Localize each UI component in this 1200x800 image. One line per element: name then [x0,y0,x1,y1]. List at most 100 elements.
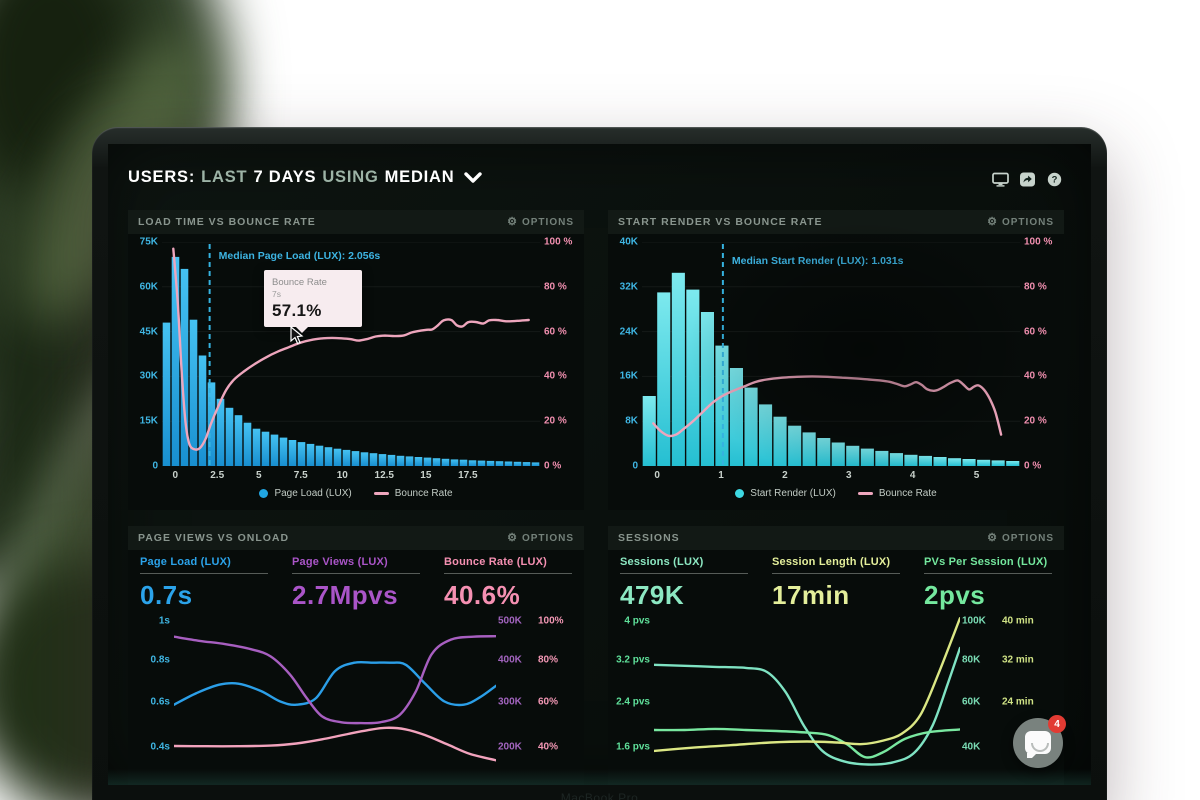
tick-label: 1.6 pvs [616,741,650,753]
options-button[interactable]: ⚙ OPTIONS [987,215,1054,228]
panel-title: LOAD TIME VS BOUNCE RATE [138,216,316,228]
svg-text:?: ? [1052,175,1058,186]
tick-label: 1 [718,470,724,481]
panel-title: START RENDER VS BOUNCE RATE [618,216,823,228]
title-last: LAST [201,168,248,186]
legend-page-load[interactable]: Page Load (LUX) [259,488,352,499]
tick-label: 300K 60% [498,696,559,708]
tick-label: 500K 100% [498,615,564,627]
laptop-brand-label: MacBook Pro [560,791,639,800]
panel-title: SESSIONS [618,532,680,544]
display-icon[interactable] [992,172,1009,187]
metric-period-dropdown[interactable]: USERS: LAST 7 DAYS USING MEDIAN [128,168,483,187]
median-annotation: Median Start Render (LUX): 1.031s [731,255,904,267]
stat-bounce-rate: Bounce Rate (LUX) 40.6% [444,556,596,611]
start-render-chart [642,242,1020,466]
tick-label: 0 % [1024,460,1042,472]
y-axis-right: 500K 100% 400K 80% 300K 60% 200K 40% [498,614,580,784]
options-button[interactable]: ⚙ OPTIONS [987,531,1054,544]
stat-value: 0.7s [140,580,193,610]
tick-label: 60K 24 min [962,696,1034,708]
stat-label: Session Length (LUX) [772,556,891,568]
tick-label: 24K [619,326,638,338]
tick-label: 3 [845,470,852,481]
legend-bounce-rate[interactable]: Bounce Rate [373,488,453,499]
tick-label: 5 [973,470,980,481]
tick-label: 40 % [544,370,567,382]
tick-label: 1s [158,615,170,627]
chat-widget-button[interactable]: 4 [1013,715,1066,768]
tick-label: 2 [782,470,788,481]
mouse-cursor [290,326,304,345]
y-axis-left: 1s 0.8s 0.6s 0.4s [128,614,170,784]
tick-label: 40K [962,741,981,753]
y-axis-left: 40K 32K 24K 16K 8K 0 [610,237,638,472]
gear-icon: ⚙ [987,215,998,228]
tooltip: Bounce Rate 7s 57.1% [264,270,362,333]
tooltip-series: Bounce Rate [272,277,327,288]
y-axis-right: 100 % 80 % 60 % 40 % 20 % 0 % [542,237,582,472]
chevron-down-icon [464,172,483,183]
tick-label: 75K [139,236,158,248]
share-icon[interactable] [1019,172,1036,187]
legend-line [857,492,873,495]
tick-label: 40 % [1024,370,1047,382]
title-7days: 7 DAYS [253,168,317,186]
tick-label: 7.5 [293,470,308,481]
tick-label: 2.4 pvs [616,696,650,708]
stat-sessions: Sessions (LUX) 479K [620,556,772,611]
tick-label: 0 [172,470,178,481]
stat-session-length: Session Length (LUX) 17min [772,556,924,611]
plot-area: Median Start Render (LUX): 1.031s [642,242,1020,466]
options-button[interactable]: ⚙ OPTIONS [507,215,574,228]
load-time-chart [162,242,540,466]
chat-bubble-icon [1025,731,1051,758]
stat-label: Bounce Rate (LUX) [444,556,548,568]
y-axis-left: 4 pvs 3.2 pvs 2.4 pvs 1.6 pvs [608,614,650,784]
stat-page-load: Page Load (LUX) 0.7s [140,556,292,611]
sessions-chart [654,617,960,766]
help-icon[interactable]: ? [1046,172,1063,187]
tick-label: 20 % [1024,415,1047,427]
panel-start-render-vs-bounce-rate: START RENDER VS BOUNCE RATE ⚙ OPTIONS 40K… [608,210,1064,510]
smile-icon [1031,743,1049,752]
legend-dot [259,489,269,498]
legend-bounce-rate[interactable]: Bounce Rate [857,488,937,499]
tick-label: 15K [139,415,158,427]
tick-label: 4 [909,470,916,481]
tick-label: 0.4s [150,741,170,753]
stat-underline [924,573,1052,574]
tick-label: 30K [139,370,158,382]
gear-icon: ⚙ [507,215,518,228]
y-axis-right: 100 % 80 % 60 % 40 % 20 % 0 % [1022,237,1062,472]
title-median: MEDIAN [384,168,455,186]
panel-header: PAGE VIEWS VS ONLOAD ⚙ OPTIONS [128,526,584,550]
tick-label: 8K [625,415,638,427]
legend-start-render[interactable]: Start Render (LUX) [735,488,836,499]
page-views-chart [174,635,496,762]
options-button[interactable]: ⚙ OPTIONS [507,531,574,544]
tick-label: 45K [139,326,158,338]
stat-page-views: Page Views (LUX) 2.7Mpvs [292,556,444,611]
tick-label: 80 % [1024,281,1047,293]
tick-label: 60 % [1024,326,1047,338]
tick-label: 0.8s [150,654,170,666]
tick-label: 3.2 pvs [616,654,650,666]
stat-underline [772,573,900,574]
stats-row: Page Load (LUX) 0.7s Page Views (LUX) 2.… [140,556,596,611]
stat-underline [620,573,748,574]
y-axis-left: 75K 60K 45K 30K 15K 0 [130,237,158,472]
tick-label: 16K [619,370,638,382]
stat-underline [292,573,420,574]
tick-label: 40K [619,236,638,248]
tick-label: 80K 32 min [962,654,1034,666]
tick-label: 15 [420,470,432,481]
tick-label: 200K 40% [498,741,559,753]
panel-title: PAGE VIEWS VS ONLOAD [138,532,290,544]
stat-underline [444,573,572,574]
stat-value: 479K [620,580,685,610]
tick-label: 32K [619,281,638,293]
tick-label: 400K 80% [498,654,559,666]
title-using: USING [322,168,379,186]
